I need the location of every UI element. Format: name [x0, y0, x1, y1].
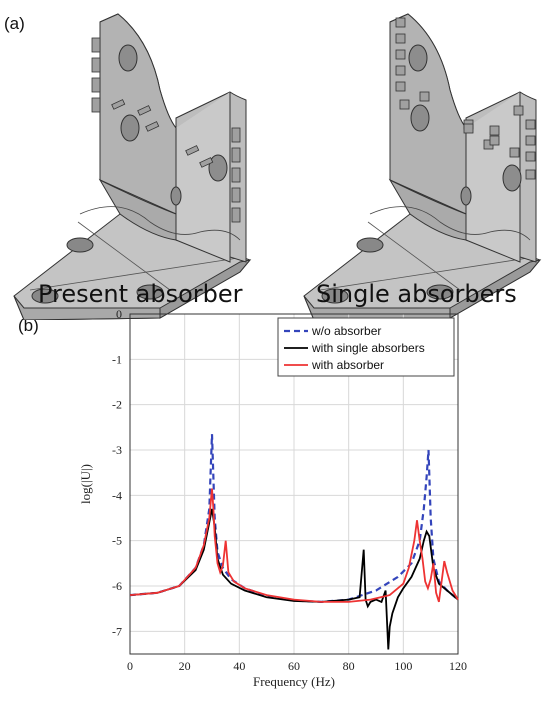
series-line-2: [129, 488, 459, 603]
bracket-present-absorber-illustration: [13, 13, 252, 320]
hole: [170, 186, 182, 206]
y-tick-label: -7: [112, 624, 122, 638]
hole: [208, 154, 228, 182]
chart-series: [129, 434, 459, 650]
y-tick-label: -3: [112, 443, 122, 457]
x-axis-label: Frequency (Hz): [253, 674, 335, 689]
chart-legend: w/o absorber with single absorbers with ab…: [277, 317, 455, 377]
hole: [66, 237, 94, 253]
absorber-tabs: [91, 37, 241, 223]
y-tick-label: -5: [112, 534, 122, 548]
x-tick-label: 120: [449, 659, 467, 673]
hole: [502, 164, 522, 192]
x-tick-label: 0: [127, 659, 133, 673]
x-tick-label: 60: [288, 659, 300, 673]
x-tick-label: 40: [233, 659, 245, 673]
series-line-1: [129, 508, 459, 650]
plot-area-frame: [129, 313, 459, 655]
y-tick-label: -2: [112, 398, 122, 412]
hole: [321, 288, 349, 304]
y-tick-label: -1: [112, 352, 122, 366]
x-tick-label: 80: [343, 659, 355, 673]
hole: [426, 284, 454, 300]
hole: [356, 237, 384, 253]
y-axis-label: log(|U|): [78, 464, 93, 504]
hole: [118, 44, 138, 72]
hole: [460, 186, 472, 206]
y-tick-label: -4: [112, 488, 122, 502]
frequency-response-chart: 0 20 40 60 80 100 120 0 -1 -2 -3 -4 -5 -6 -7 w/o absor…: [78, 308, 467, 689]
legend-entry: w/o absorber: [311, 324, 381, 338]
hole: [120, 114, 140, 142]
hole: [408, 44, 428, 72]
caption-present-absorber: Present absorber: [38, 280, 243, 308]
hole: [136, 284, 164, 300]
panel-b-label: (b): [18, 316, 39, 335]
hole: [31, 288, 59, 304]
caption-single-absorbers: Single absorbers: [316, 280, 517, 308]
bracket-single-absorbers-illustration: [303, 13, 542, 320]
hole: [410, 104, 430, 132]
absorber-tabs: [395, 17, 536, 180]
x-tick-label: 100: [394, 659, 412, 673]
y-tick-label: 0: [116, 308, 122, 321]
x-tick-label: 20: [179, 659, 191, 673]
panel-a-label: (a): [4, 14, 25, 33]
chart-ticks: 0 20 40 60 80 100 120 0 -1 -2 -3 -4 -5 -6 -7: [112, 308, 467, 673]
legend-entry: with absorber: [311, 358, 384, 372]
legend-box: [277, 317, 455, 377]
y-tick-label: -6: [112, 579, 122, 593]
legend-entry: with single absorbers: [311, 341, 425, 355]
